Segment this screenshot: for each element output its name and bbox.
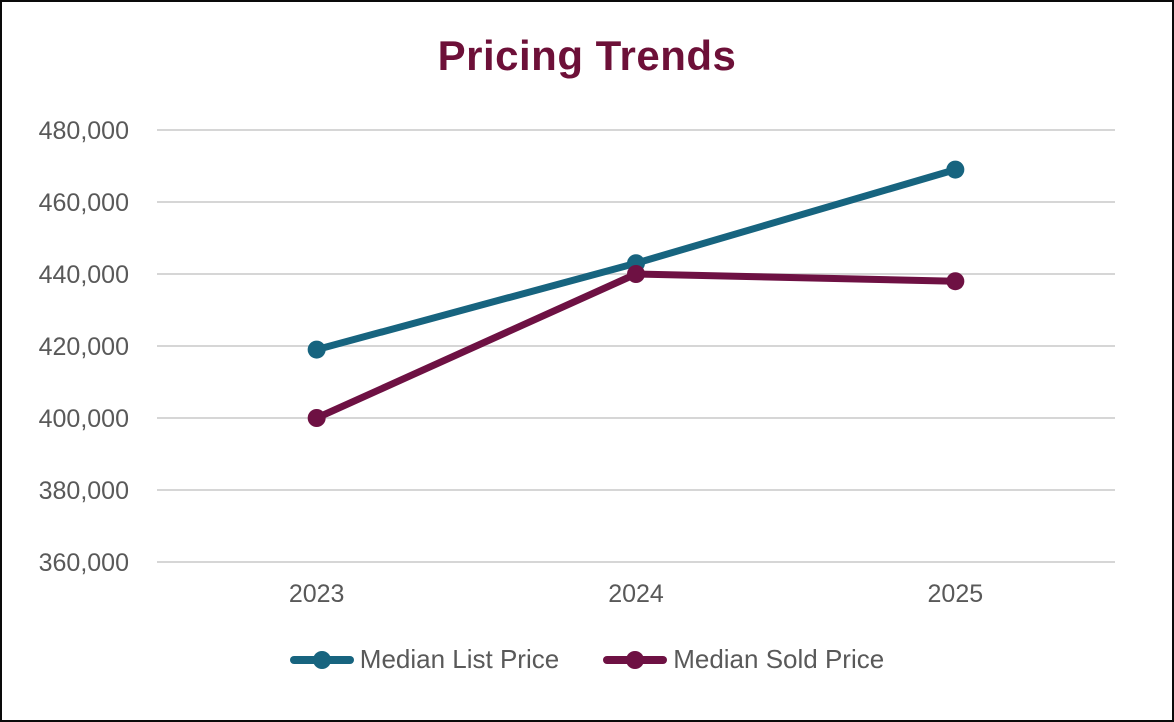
data-point-marker-median-list-price	[946, 160, 965, 179]
legend-item-median-sold-price: Median Sold Price	[603, 644, 884, 675]
legend-line-marker-icon	[603, 650, 668, 669]
data-point-marker-median-sold-price	[627, 265, 645, 283]
y-axis-tick-label: 440,000	[39, 261, 129, 289]
legend-circle-swatch	[312, 650, 331, 669]
x-axis-tick-label: 2023	[289, 580, 345, 608]
y-axis-tick-label: 400,000	[39, 405, 129, 433]
data-point-marker-median-list-price	[307, 340, 326, 359]
x-axis-tick-label: 2024	[608, 580, 664, 608]
y-axis-tick-label: 360,000	[39, 549, 129, 577]
legend-line-marker-icon	[289, 650, 354, 669]
legend-item-median-list-price: Median List Price	[289, 644, 560, 675]
data-point-marker-median-sold-price	[946, 272, 965, 291]
y-axis-tick-label: 420,000	[39, 333, 129, 361]
y-axis-tick-label: 460,000	[39, 189, 129, 217]
chart-title: Pricing Trends	[437, 32, 737, 79]
data-point-marker-median-sold-price	[307, 409, 326, 427]
chart-legend: Median List Price Median Sold Price	[2, 644, 1172, 675]
legend-label: Median Sold Price	[673, 644, 885, 674]
y-axis-tick-label: 480,000	[39, 117, 129, 145]
legend-circle-swatch	[626, 650, 645, 669]
x-axis-tick-label: 2025	[928, 580, 984, 608]
y-axis-tick-label: 380,000	[39, 477, 129, 505]
legend-label: Median List Price	[359, 644, 560, 674]
